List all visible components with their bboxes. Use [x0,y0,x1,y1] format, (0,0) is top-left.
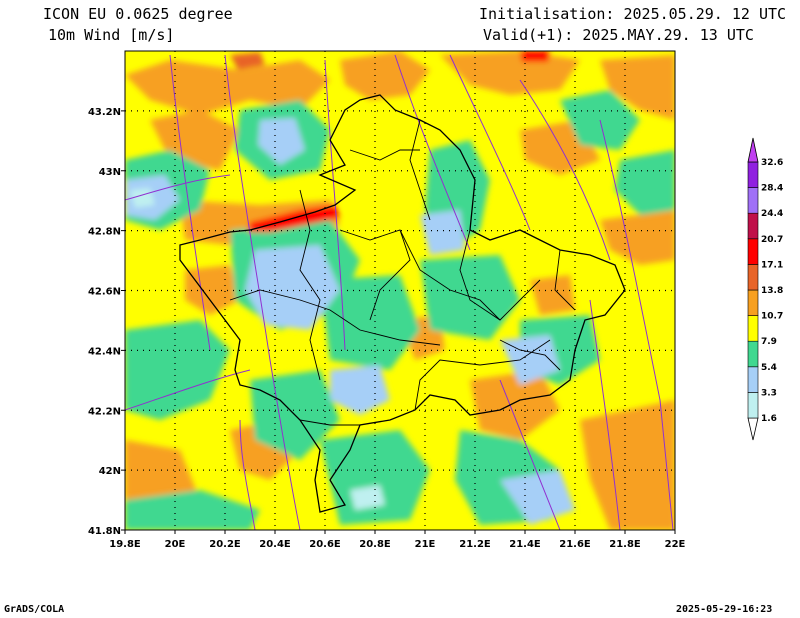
footer-timestamp: 2025-05-29-16:23 [676,604,773,615]
district-borders [229,119,576,426]
valid-time: Valid(+1): 2025.MAY.29. 13 UTC [483,26,754,44]
legend-label: 24.4 [761,209,783,219]
y-tick-label: 42.6N [88,287,121,298]
legend-label: 10.7 [761,312,783,322]
wind-streamlines [125,54,674,530]
x-tick-label: 20.4E [259,539,291,550]
y-tick-label: 41.8N [88,526,121,537]
wind-field [125,51,675,530]
x-tick-label: 21E [415,539,436,550]
x-tick-label: 21.2E [459,539,491,550]
legend-label: 5.4 [761,363,777,373]
legend-label: 20.7 [761,235,783,245]
legend-label: 3.3 [761,388,777,398]
y-tick-label: 43N [99,167,121,178]
legend-label: 1.6 [761,414,777,424]
legend-swatch [747,417,759,441]
y-tick-label: 42.8N [88,227,121,238]
legend-swatch [747,340,759,368]
legend-swatch [747,187,759,214]
legend-swatch [747,366,759,393]
y-tick-label: 42.4N [88,346,121,357]
x-axis-ticks: 19.8E 20E 20.2E 20.4E 20.6E 20.8E 21E 21.2E 21.4… [109,530,686,550]
legend-swatch [747,315,759,342]
model-title: ICON EU 0.0625 degree [43,5,233,23]
init-time: Initialisation: 2025.05.29. 12 UTC [479,5,787,23]
legend-swatch [747,289,759,316]
x-tick-label: 20.8E [359,539,391,550]
x-tick-label: 20.2E [209,539,241,550]
x-tick-label: 22E [665,539,686,550]
footer-software: GrADS/COLA [4,604,65,615]
legend-swatch [747,238,759,265]
legend-swatch [747,161,759,188]
legend-label: 13.8 [761,286,783,296]
legend-swatch [747,137,759,163]
x-tick-label: 20E [165,539,186,550]
x-tick-label: 20.6E [309,539,341,550]
x-tick-label: 21.6E [559,539,591,550]
y-tick-label: 43.2N [88,107,121,118]
legend-label: 32.6 [761,158,783,168]
legend-label: 28.4 [761,184,783,194]
legend-label: 17.1 [761,260,783,270]
y-tick-label: 42N [99,466,121,477]
legend-swatch [747,212,759,240]
x-tick-label: 21.8E [609,539,641,550]
field-title: 10m Wind [m/s] [48,26,175,44]
country-borders [179,94,626,513]
y-axis-ticks: 41.8N 42N 42.2N 42.4N 42.6N 42.8N 43N 43.2N [88,107,125,537]
legend-swatch [747,392,759,419]
legend-label: 7.9 [761,337,777,347]
y-tick-label: 42.2N [88,406,121,417]
color-legend: 1.6 3.3 5.4 7.9 10.7 13.8 17.1 20.7 24.4 28.4 32.6 [747,137,783,441]
x-tick-label: 19.8E [109,539,141,550]
legend-swatch [747,264,759,291]
x-tick-label: 21.4E [509,539,541,550]
